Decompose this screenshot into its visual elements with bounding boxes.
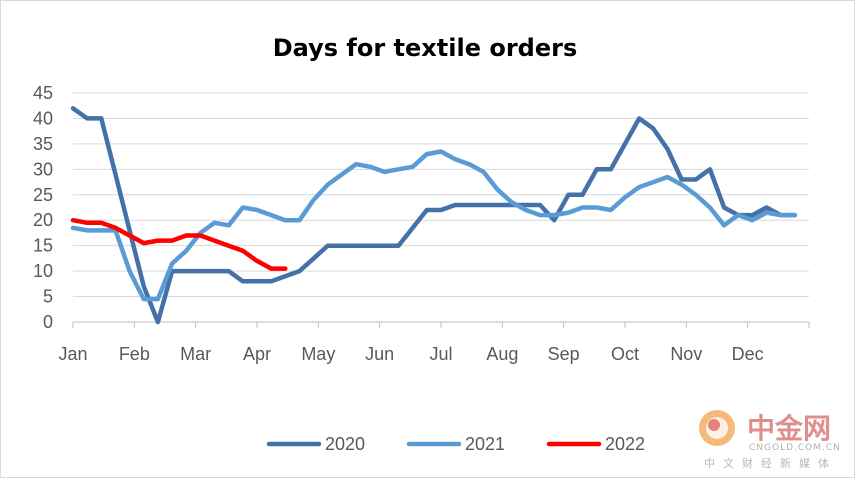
legend-label-2021: 2021 (465, 434, 505, 454)
x-tick-label-jan: Jan (58, 344, 87, 364)
series-lines (70, 106, 798, 325)
x-tick-label-dec: Dec (732, 344, 764, 364)
x-axis (72, 321, 810, 328)
watermark-logo: 中金网 CNGOLD.COM.CN 中文财经新媒体 (699, 410, 841, 470)
y-tick-label: 30 (33, 159, 53, 179)
y-tick-label: 35 (33, 134, 53, 154)
x-tick-label-oct: Oct (611, 344, 639, 364)
y-tick-label: 20 (33, 210, 53, 230)
y-tick-label: 15 (33, 236, 53, 256)
cngold-logo-icon (699, 410, 735, 446)
y-tick-label: 10 (33, 261, 53, 281)
y-tick-label: 25 (33, 185, 53, 205)
y-tick-label: 45 (33, 83, 53, 103)
x-tick-label-may: May (301, 344, 335, 364)
x-tick-label-aug: Aug (486, 344, 518, 364)
y-tick-label: 5 (43, 287, 53, 307)
series-line-2021 (70, 149, 798, 302)
legend-label-2020: 2020 (325, 434, 365, 454)
y-axis-ticks: 0 5 10 15 20 25 30 35 40 45 (33, 83, 53, 332)
legend: 2020 2021 2022 (266, 434, 645, 454)
x-tick-label-jun: Jun (365, 344, 394, 364)
x-tick-label-feb: Feb (119, 344, 150, 364)
x-tick-label-mar: Mar (180, 344, 211, 364)
series-line-2022 (70, 217, 288, 271)
watermark-brand: 中金网 (747, 412, 831, 445)
watermark-tagline: 中文财经新媒体 (704, 456, 837, 470)
y-tick-label: 40 (33, 108, 53, 128)
watermark-domain: CNGOLD.COM.CN (749, 443, 841, 453)
series-line-2020 (70, 106, 798, 325)
x-tick-label-jul: Jul (429, 344, 452, 364)
x-tick-label-nov: Nov (670, 344, 702, 364)
legend-label-2022: 2022 (605, 434, 645, 454)
y-tick-label: 0 (43, 312, 53, 332)
x-axis-month-labels: Jan Feb Mar Apr May Jun Jul Aug Sep Oct Nov Dec (58, 344, 763, 364)
x-tick-label-sep: Sep (548, 344, 580, 364)
chart-title: Days for textile orders (273, 34, 577, 62)
x-tick-label-apr: Apr (243, 344, 271, 364)
